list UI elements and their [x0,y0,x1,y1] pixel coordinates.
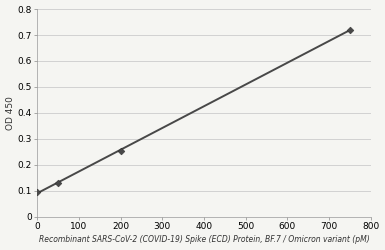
X-axis label: Recombinant SARS-CoV-2 (COVID-19) Spike (ECD) Protein, BF.7 / Omicron variant (p: Recombinant SARS-CoV-2 (COVID-19) Spike … [38,236,370,244]
Y-axis label: OD 450: OD 450 [5,96,15,130]
